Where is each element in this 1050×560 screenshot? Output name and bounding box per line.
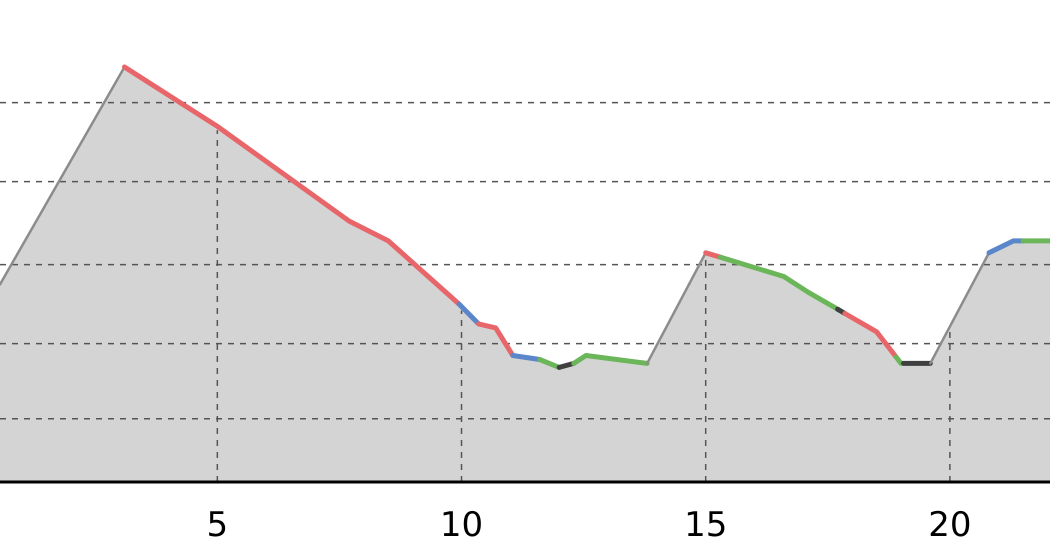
x-tick-label: 15	[684, 505, 727, 545]
vertical-gridlines	[216, 130, 951, 482]
profile-segment-rise	[929, 251, 991, 365]
x-tick-label: 5	[207, 505, 229, 545]
profile-line-layer	[0, 64, 1050, 370]
profile-segment-red	[842, 311, 899, 360]
profile-segment-green	[717, 254, 841, 312]
profile-segment-green	[537, 357, 562, 370]
profile-segment-red	[703, 250, 723, 260]
profile-segment-blue	[510, 353, 543, 362]
profile-segment-green	[571, 353, 650, 366]
profile-segment-red	[476, 321, 516, 358]
profile-segment-dark	[556, 360, 577, 370]
profile-segment-blue	[986, 238, 1026, 256]
elevation-area	[0, 67, 1050, 482]
area-layer	[0, 67, 1050, 482]
profile-segment-blue	[456, 301, 482, 327]
profile-segment-rise	[0, 65, 126, 286]
profile-segment-red	[122, 64, 462, 307]
profile-segment-rise	[645, 251, 707, 365]
x-tick-label: 10	[440, 505, 483, 545]
x-tick-label: 20	[928, 505, 971, 545]
x-tick-labels: 5 10 15 20	[207, 505, 972, 545]
